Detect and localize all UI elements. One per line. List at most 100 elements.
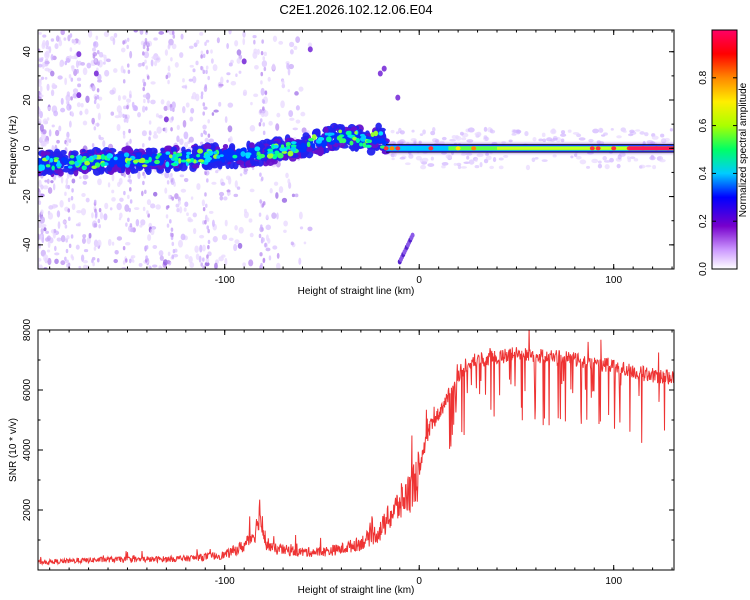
spectral-noise-blob	[188, 45, 194, 49]
ridge-hot-blob	[49, 157, 54, 163]
spectral-noise-blob	[276, 252, 280, 259]
spectral-noise-blob	[249, 188, 255, 193]
spectral-noise-blob	[43, 227, 47, 232]
spectral-noise-blob	[129, 50, 133, 59]
spectral-noise-blob	[287, 68, 291, 76]
ridge-hot-blob	[91, 165, 98, 169]
spectral-noise-blob	[586, 165, 591, 169]
spectral-noise-blob	[164, 127, 168, 134]
x-tick-label: 100	[605, 576, 622, 587]
spectral-noise-blob	[48, 129, 52, 137]
spectral-noise-blob	[249, 232, 254, 238]
spectral-noise-blob	[167, 79, 170, 85]
spectral-noise-blob	[616, 135, 622, 139]
ridge-hot-blob	[317, 137, 325, 141]
spectral-noise-blob	[669, 128, 674, 132]
spectral-noise-blob	[459, 131, 464, 136]
spectral-noise-blob	[204, 220, 207, 225]
ridge-hot-blob	[75, 155, 83, 160]
spectral-noise-blob	[158, 114, 163, 119]
spectral-noise-blob	[171, 241, 175, 247]
spectral-noise-blob	[58, 125, 62, 132]
spectral-noise-blob	[53, 228, 57, 234]
ridge-hot-blob	[266, 153, 273, 159]
spectrogram-panel: -100 0 100 40 20 0 -20 -40 Height of straight …	[8, 29, 675, 297]
spectral-noise-blob	[202, 220, 205, 225]
ridge-hot-blob	[285, 142, 291, 146]
spectral-noise-blob	[144, 246, 147, 251]
spectral-noise-blob	[272, 245, 278, 250]
spectral-noise-blob	[133, 207, 140, 210]
spectral-noise-blob	[219, 195, 224, 201]
spectral-noise-blob	[44, 76, 48, 80]
ridge-blob	[145, 166, 152, 176]
spectral-noise-blob	[44, 60, 50, 65]
spectral-noise-blob	[633, 158, 639, 162]
spectral-noise-blob	[142, 62, 145, 67]
spectral-noise-blob	[262, 237, 265, 243]
colorbar: 0.0 0.2 0.4 0.6 0.8 Normalized spectral ampl…	[698, 29, 749, 276]
spectral-noise-blob	[182, 78, 185, 83]
spectral-noise-blob	[263, 66, 267, 72]
spectral-noise-blob	[129, 199, 133, 204]
spectral-noise-blob	[66, 131, 70, 139]
spectral-noise-blob	[461, 137, 467, 141]
spectral-noise-blob	[200, 132, 204, 138]
spectral-noise-blob	[171, 116, 174, 121]
spectral-noise-blob	[158, 31, 165, 35]
colorbar-tick-label: 0.2	[698, 214, 709, 228]
spectral-noise-blob	[65, 248, 69, 254]
spectral-noise-blob	[55, 129, 60, 137]
spectral-noise-blob	[235, 73, 238, 78]
spectral-noise-blob	[78, 265, 82, 269]
spectral-noise-blob	[295, 119, 301, 124]
spectral-noise-blob	[39, 124, 44, 132]
spectral-noise-blob	[184, 201, 189, 207]
spectral-noise-blob	[183, 131, 189, 140]
spectral-noise-blob	[252, 34, 257, 39]
spectral-noise-blob	[116, 105, 122, 113]
spectral-noise-blob	[260, 262, 263, 268]
spectral-noise-blob	[38, 78, 42, 82]
ridge-hot-blob	[281, 150, 288, 154]
spectral-noise-blob	[303, 241, 307, 245]
spectral-noise-blob	[39, 216, 45, 224]
spectral-noise-blob	[483, 158, 489, 164]
spectral-noise-blob	[196, 39, 200, 45]
spectral-noise-blob	[176, 124, 180, 131]
spectral-noise-blob	[285, 172, 289, 179]
spectral-noise-blob	[207, 251, 212, 257]
ridge-blob	[263, 154, 268, 158]
spectral-noise-blob	[50, 70, 55, 77]
ridge-hot-blob	[173, 151, 177, 155]
spectral-noise-blob	[271, 63, 276, 71]
spectral-noise-blob	[208, 210, 214, 214]
ridge-blob	[108, 161, 114, 167]
spectral-noise-blob	[592, 128, 599, 134]
spectral-noise-blob	[38, 48, 41, 52]
spectral-noise-blob	[127, 217, 130, 222]
ridge-blob	[316, 147, 324, 157]
carrier-hot-spot	[471, 146, 477, 151]
ridge-hot-blob	[359, 136, 367, 142]
ridge-blob	[240, 156, 247, 161]
spectral-noise-blob	[659, 159, 666, 163]
spectral-noise-blob	[237, 242, 243, 249]
spectral-noise-blob	[166, 180, 170, 185]
spectral-noise-blob	[294, 193, 299, 198]
spectral-noise-blob	[128, 258, 132, 264]
spectral-noise-blob	[175, 203, 180, 208]
spectral-noise-blob	[572, 131, 580, 135]
spectral-noise-blob	[123, 69, 126, 74]
spectral-noise-blob	[455, 134, 459, 140]
spectral-noise-blob	[139, 30, 144, 35]
spectral-noise-blob	[152, 134, 159, 139]
ridge-hot-blob	[354, 130, 358, 135]
spectral-noise-blob	[202, 53, 206, 59]
spectral-noise-blob	[218, 83, 224, 87]
spectral-noise-blob	[420, 164, 427, 170]
spectral-noise-blob	[298, 257, 302, 265]
spectral-noise-blob	[71, 203, 76, 211]
spectral-noise-blob	[216, 37, 220, 44]
spectral-noise-blob	[188, 78, 193, 82]
